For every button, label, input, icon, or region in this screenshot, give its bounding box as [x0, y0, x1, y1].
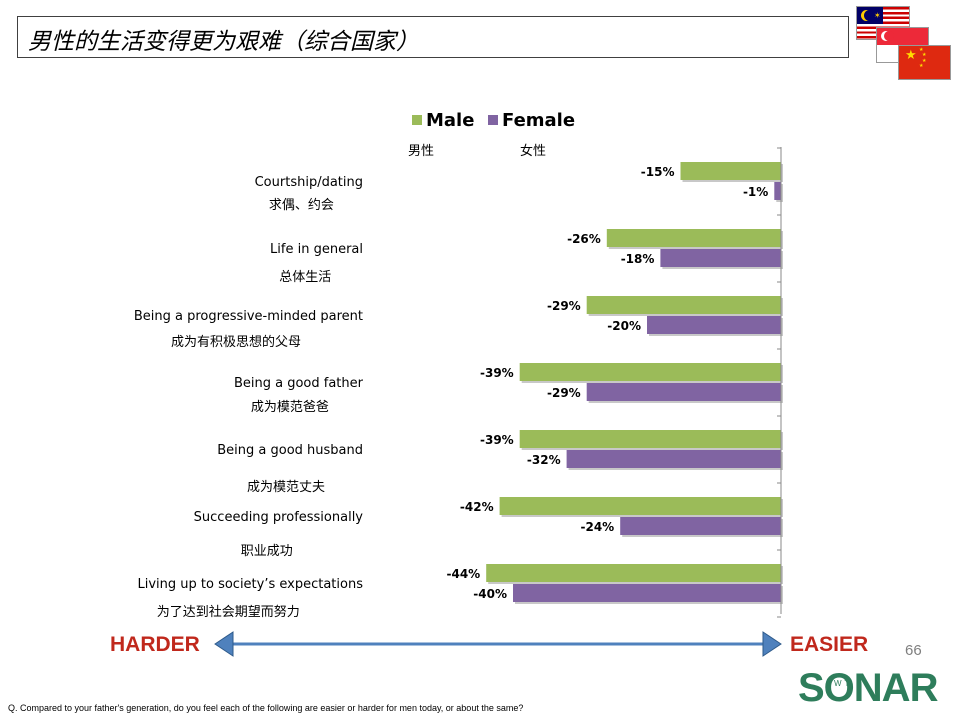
legend-swatch-female [488, 115, 498, 125]
value-label-female-4: -32% [527, 453, 561, 467]
category-label-zh-2: 成为有积极思想的父母 [171, 334, 301, 350]
category-label-zh-4: 成为模范丈夫 [247, 480, 325, 495]
value-label-female-1: -18% [621, 252, 655, 266]
bar-male-0 [680, 162, 781, 180]
bar-female-5 [620, 517, 781, 535]
bar-female-6 [513, 584, 781, 602]
category-labels: Courtship/dating 求偶、约会 Life in general 总体生活… [134, 175, 364, 620]
category-label-zh-5: 职业成功 [241, 544, 293, 559]
value-label-female-3: -29% [547, 386, 581, 400]
value-label-female-5: -24% [580, 520, 614, 534]
bar-female-3 [586, 383, 781, 401]
legend-male-zh: 男性 [408, 144, 434, 159]
category-label-4: Being a good husband [217, 443, 363, 458]
axis-ticks [777, 147, 781, 618]
value-label-male-2: -29% [547, 299, 581, 313]
value-label-female-6: -40% [473, 587, 507, 601]
category-label-2: Being a progressive-minded parent [134, 309, 363, 324]
logo-sub: JWT [827, 679, 852, 688]
category-label-3: Being a good father [234, 376, 364, 391]
category-label-5: Succeeding professionally [194, 510, 364, 525]
easier-label: EASIER [790, 633, 868, 656]
legend-male: Male [426, 110, 474, 131]
legend-female-zh: 女性 [520, 143, 546, 159]
direction-arrow [214, 631, 782, 657]
category-label-1: Life in general [270, 242, 363, 257]
bar-female-2 [647, 316, 781, 334]
bar-male-4 [519, 430, 781, 448]
bar-male-2 [586, 296, 781, 314]
category-label-6: Living up to society’s expectations [137, 577, 363, 592]
harder-label: HARDER [110, 633, 200, 656]
china-flag: ★ ★ ★ ★ ★ [898, 45, 951, 80]
legend-swatch-male [412, 115, 422, 125]
value-label-female-0: -1% [743, 185, 768, 199]
category-label-zh-0: 求偶、约会 [269, 198, 334, 213]
bar-female-0 [774, 182, 781, 200]
category-label-zh-1: 总体生活 [279, 270, 331, 285]
bar-male-6 [486, 564, 781, 582]
sonar-logo: SONAR JWT [798, 666, 940, 710]
bar-female-1 [660, 249, 781, 267]
bar-male-1 [606, 229, 781, 247]
page-number: 66 [905, 642, 922, 659]
footnote: Q. Compared to your father's generation,… [8, 703, 524, 713]
logo-text: SONAR [798, 666, 939, 710]
value-label-male-5: -42% [460, 500, 494, 514]
category-label-0: Courtship/dating [255, 175, 363, 190]
bar-male-5 [499, 497, 781, 515]
value-label-male-0: -15% [641, 165, 675, 179]
value-label-male-6: -44% [446, 567, 480, 581]
value-label-male-1: -26% [567, 232, 601, 246]
category-label-zh-6: 为了达到社会期望而努力 [157, 604, 300, 620]
value-label-female-2: -20% [607, 319, 641, 333]
bar-male-3 [519, 363, 781, 381]
bars-layer: -15% -1% -26% -18% -29% -20% -39% -29% -39% -32% -… [446, 162, 783, 604]
title-box: 男性的生活变得更为艰难（综合国家） [17, 16, 849, 58]
legend-female: Female [502, 110, 575, 131]
value-label-male-3: -39% [480, 366, 514, 380]
value-label-male-4: -39% [480, 433, 514, 447]
bar-female-4 [566, 450, 781, 468]
page-title: 男性的生活变得更为艰难（综合国家） [28, 29, 419, 55]
category-label-zh-3: 成为模范爸爸 [251, 400, 329, 415]
